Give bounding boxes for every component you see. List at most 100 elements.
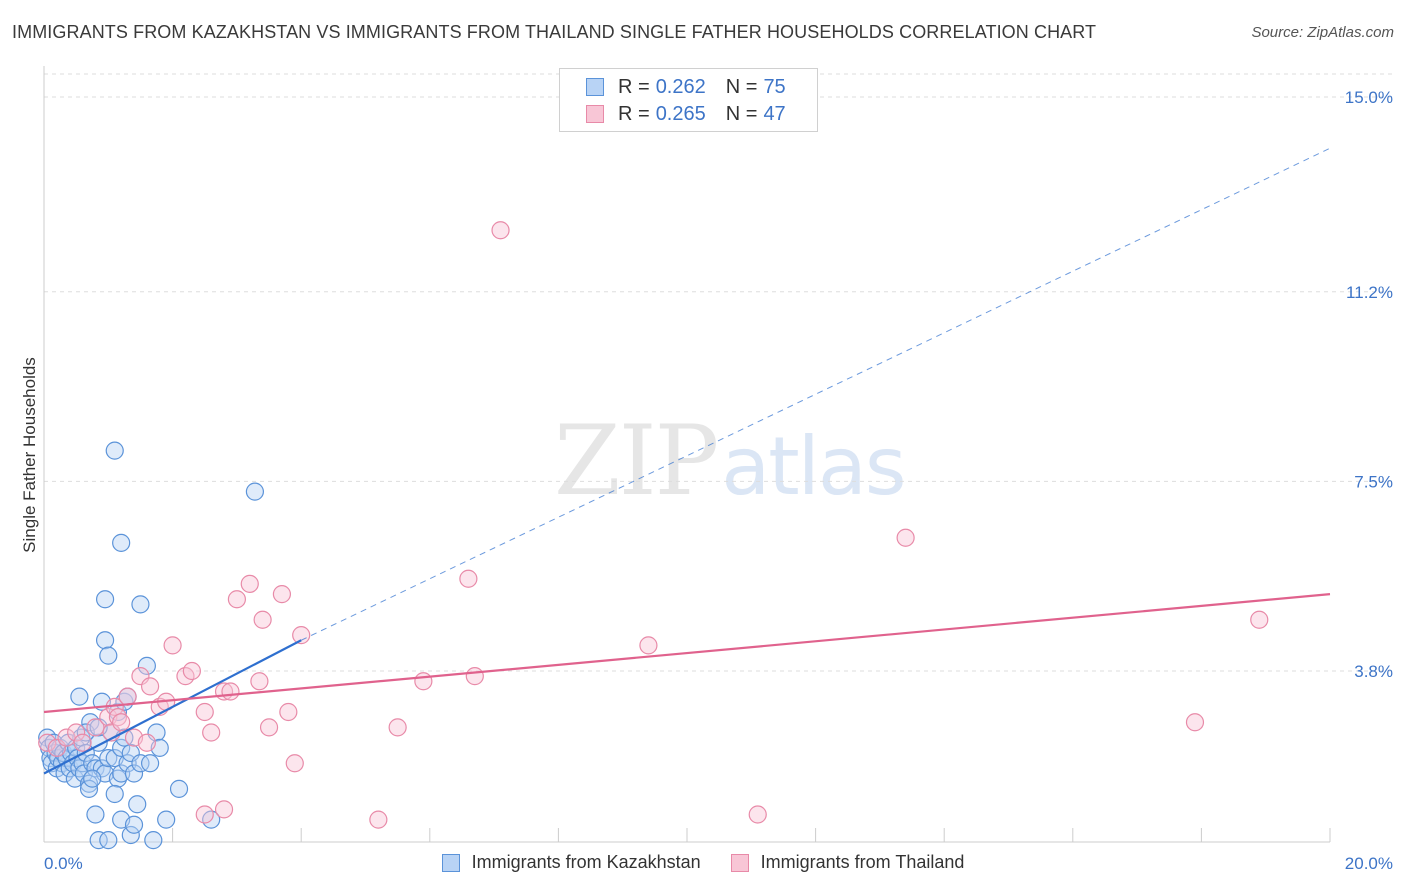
data-point (128, 795, 147, 814)
watermark-zip: ZIP (554, 405, 719, 517)
data-point (748, 805, 767, 824)
data-point (250, 672, 269, 691)
axes (43, 66, 1331, 843)
blue-swatch (586, 78, 604, 96)
data-point (240, 574, 259, 593)
thailand-points (38, 221, 1269, 829)
data-point (118, 754, 137, 773)
n-value: 75 (763, 75, 786, 98)
data-point (89, 831, 108, 850)
data-point (459, 569, 478, 588)
thailand-trend-line (43, 593, 1331, 714)
legend-item-thailand: Immigrants from Thailand (730, 852, 965, 873)
n-label: N = (725, 75, 758, 98)
data-point (118, 687, 137, 706)
watermark: ZIPatlas (554, 405, 907, 517)
legend-label: Immigrants from Kazakhstan (471, 852, 701, 872)
data-point (414, 672, 433, 691)
data-point (38, 733, 57, 752)
data-point (227, 590, 246, 609)
data-point (67, 723, 86, 742)
data-point (202, 723, 221, 742)
r-value: 0.265 (655, 102, 706, 125)
data-point (112, 738, 131, 757)
data-point (169, 779, 189, 798)
pink-swatch (730, 853, 749, 872)
data-point (292, 626, 311, 645)
data-point (285, 754, 304, 773)
data-point (83, 769, 102, 788)
y-tick-label: 3.8% (1354, 662, 1393, 681)
data-point (388, 718, 407, 737)
data-point (121, 825, 140, 845)
data-point (465, 667, 484, 686)
data-point (221, 682, 240, 701)
data-point (95, 590, 115, 609)
data-point (95, 631, 115, 650)
series-legend: Immigrants from Kazakhstan Immigrants fr… (0, 852, 1406, 873)
data-point (279, 702, 298, 722)
data-point (182, 661, 201, 681)
stats-row-kazakhstan: R = 0.262 N = 75 (586, 75, 786, 99)
data-point (99, 646, 118, 665)
data-point (144, 831, 163, 850)
data-point (108, 708, 128, 727)
tick-labels: 3.8% 7.5% 11.2% 15.0% 0.0% 20.0% (44, 88, 1393, 873)
kazakhstan-trend-line (43, 639, 302, 775)
x-tick-label: 20.0% (1345, 854, 1393, 873)
source-label: Source: ZipAtlas.com (1251, 24, 1394, 41)
blue-swatch (441, 853, 460, 872)
data-point (272, 585, 292, 604)
data-point (124, 764, 144, 783)
data-point (896, 528, 915, 547)
data-point (195, 702, 214, 722)
x-tick-label: 0.0% (44, 854, 83, 873)
data-point (131, 754, 150, 773)
pink-swatch (586, 105, 604, 123)
kazakhstan-trend-extension (300, 147, 1331, 641)
stats-row-thailand: R = 0.265 N = 47 (586, 102, 786, 126)
data-point (214, 800, 234, 819)
data-point (137, 733, 156, 752)
trend-lines (43, 147, 1331, 775)
y-tick-label: 7.5% (1354, 472, 1393, 491)
data-point (112, 713, 131, 732)
data-point (70, 687, 89, 706)
data-point (57, 728, 76, 747)
n-value: 47 (763, 102, 786, 125)
data-point (112, 764, 131, 783)
data-point (1185, 713, 1205, 732)
data-point (253, 610, 272, 629)
data-point (195, 805, 214, 824)
r-value: 0.262 (655, 75, 706, 98)
data-point (1250, 610, 1269, 629)
chart-title: IMMIGRANTS FROM KAZAKHSTAN VS IMMIGRANTS… (12, 22, 1097, 42)
data-point (79, 779, 99, 798)
data-point (105, 441, 124, 460)
n-label: N = (725, 102, 758, 125)
data-point (112, 533, 131, 552)
r-label: R = (618, 75, 650, 98)
data-point (369, 810, 388, 829)
data-point (639, 636, 658, 655)
data-point (108, 702, 128, 722)
legend-item-kazakhstan: Immigrants from Kazakhstan (441, 852, 701, 873)
watermark-atlas: atlas (721, 420, 906, 513)
y-tick-label: 15.0% (1345, 88, 1393, 107)
data-point (157, 810, 176, 829)
kazakhstan-points (38, 441, 265, 850)
data-point (131, 595, 150, 614)
data-point (140, 754, 160, 773)
data-point (99, 831, 118, 850)
data-point (105, 784, 124, 804)
data-point (259, 718, 279, 737)
data-point (86, 759, 105, 778)
data-point (86, 718, 105, 737)
data-point (137, 656, 156, 675)
data-point (73, 733, 92, 752)
data-point (99, 749, 118, 768)
legend-label: Immigrants from Thailand (760, 852, 965, 872)
data-point (79, 774, 99, 793)
data-point (86, 805, 105, 824)
